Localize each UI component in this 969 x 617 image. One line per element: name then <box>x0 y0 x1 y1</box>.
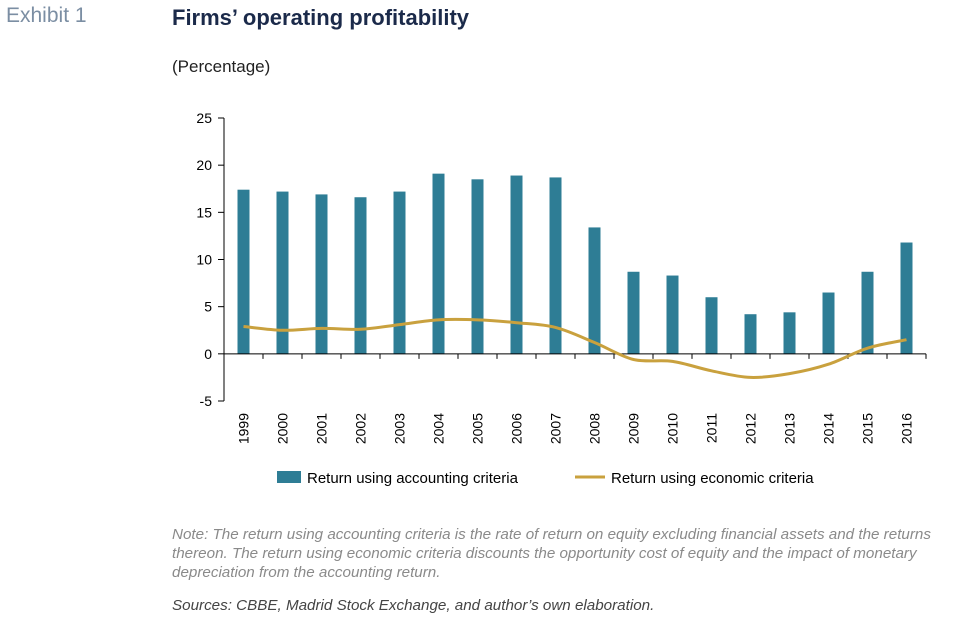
bar-2008 <box>588 227 601 354</box>
x-tick-label-2008: 2008 <box>587 413 603 444</box>
bar-2007 <box>549 177 562 354</box>
y-tick-label: 15 <box>196 204 212 220</box>
bar-2012 <box>744 314 757 354</box>
x-tick-label-2000: 2000 <box>275 413 291 444</box>
bar-2011 <box>705 297 718 354</box>
legend-label-accounting: Return using accounting criteria <box>307 470 519 487</box>
x-tick-label-2014: 2014 <box>821 413 837 444</box>
bar-2010 <box>666 275 679 354</box>
x-tick-label-2007: 2007 <box>548 413 564 444</box>
bar-2004 <box>432 173 445 354</box>
bar-2013 <box>783 312 796 354</box>
chart-title: Firms’ operating profitability <box>172 5 470 30</box>
y-tick-label: 0 <box>204 346 212 362</box>
bar-1999 <box>237 189 250 354</box>
x-tick-label-2001: 2001 <box>314 413 330 444</box>
bar-2001 <box>315 194 328 354</box>
x-tick-label-2015: 2015 <box>860 413 876 444</box>
line-economic-criteria <box>243 317 907 379</box>
bar-2016 <box>900 242 913 354</box>
bar-2003 <box>393 191 406 354</box>
footnote: Note: The return using accounting criter… <box>172 526 931 581</box>
bar-2005 <box>471 179 484 354</box>
y-tick-label: 25 <box>196 110 212 126</box>
x-tick-label-2012: 2012 <box>743 413 759 444</box>
y-tick-label: 5 <box>204 299 212 315</box>
x-tick-label-2010: 2010 <box>665 413 681 444</box>
y-tick-label: 20 <box>196 157 212 173</box>
x-tick-label-2003: 2003 <box>392 413 408 444</box>
x-tick-label-2005: 2005 <box>470 413 486 444</box>
legend-label-economic: Return using economic criteria <box>611 470 814 487</box>
y-tick-label: 10 <box>196 252 212 268</box>
x-tick-label-2013: 2013 <box>782 413 798 444</box>
x-tick-label-2016: 2016 <box>899 413 915 444</box>
bar-2000 <box>276 191 289 354</box>
bar-2014 <box>822 292 835 354</box>
bar-2006 <box>510 175 523 354</box>
x-tick-label-2002: 2002 <box>353 413 369 444</box>
x-tick-label-2006: 2006 <box>509 413 525 444</box>
line-group <box>243 317 907 379</box>
x-tick-label-2011: 2011 <box>704 413 720 443</box>
bar-2009 <box>627 271 640 354</box>
chart-subtitle: (Percentage) <box>172 57 271 76</box>
x-tick-label-2009: 2009 <box>626 413 642 444</box>
legend: Return using accounting criteria Return … <box>277 470 814 487</box>
sources: Sources: CBBE, Madrid Stock Exchange, an… <box>172 597 655 614</box>
y-tick-label: -5 <box>200 393 213 409</box>
exhibit-label: Exhibit 1 <box>6 4 87 27</box>
x-tick-label-2004: 2004 <box>431 413 447 444</box>
bars-group <box>237 173 913 354</box>
bar-2002 <box>354 197 367 354</box>
x-tick-label-1999: 1999 <box>236 413 252 444</box>
bar-2015 <box>861 271 874 354</box>
legend-swatch-accounting <box>277 471 301 483</box>
